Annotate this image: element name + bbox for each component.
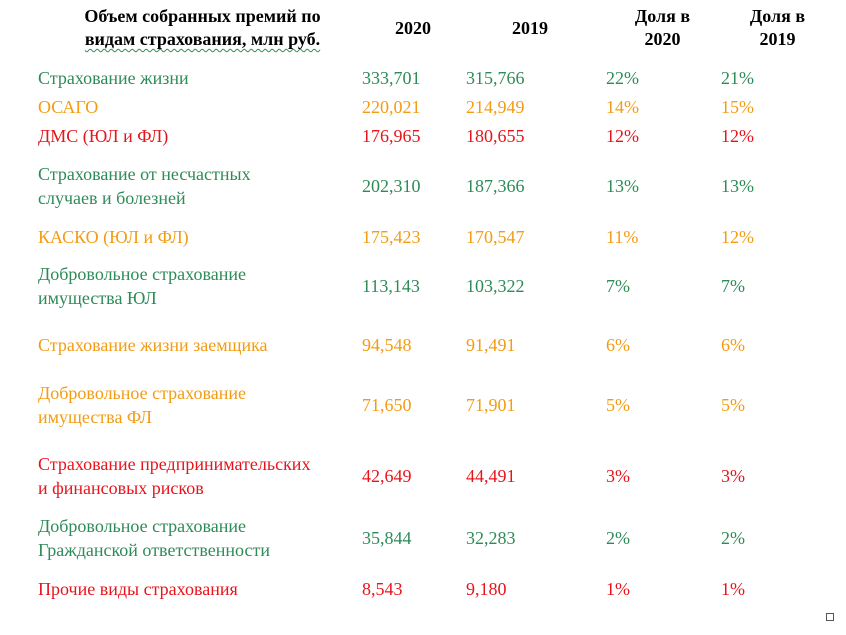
table-row: Страхование жизни заемщика 94,548 91,491 6%… xyxy=(0,333,846,357)
insurance-type-name: Прочие виды страхования xyxy=(38,577,363,601)
premium-2020-cell: 42,649 xyxy=(362,466,412,486)
premium-2019-cell: 180,655 xyxy=(466,126,525,146)
insurance-type-name: Добровольное страхование Гражданской отве… xyxy=(38,514,363,562)
premium-2020-cell: 202,310 xyxy=(362,176,421,196)
share-2019-cell: 12% xyxy=(721,227,754,247)
share-2020-cell: 12% xyxy=(606,126,639,146)
premium-2019-cell: 91,491 xyxy=(466,335,516,355)
share-2020-cell: 2% xyxy=(606,528,630,548)
table-row: Страхование жизни 333,701 315,766 22% 21% xyxy=(0,66,846,90)
table-row: Страхование предпринимательских и финансо… xyxy=(0,452,846,500)
table-row: Добровольное страхование имущества ФЛ 71,6… xyxy=(0,381,846,429)
premium-2020-cell: 71,650 xyxy=(362,395,412,415)
premium-2020-cell: 176,965 xyxy=(362,126,421,146)
share-2020-line2: 2020 xyxy=(644,29,681,49)
table-row: Прочие виды страхования 8,543 9,180 1% 1% xyxy=(0,577,846,601)
share-2020-line1: Доля в xyxy=(634,6,691,26)
premium-2019-cell: 32,283 xyxy=(466,528,516,548)
share-2019-cell: 7% xyxy=(721,276,745,296)
premium-2019-cell: 9,180 xyxy=(466,579,507,599)
share-2019-cell: 1% xyxy=(721,579,745,599)
insurance-type-line1: КАСКО (ЮЛ и ФЛ) xyxy=(38,227,189,247)
premium-2019-cell: 71,901 xyxy=(466,395,516,415)
share-2019-cell: 12% xyxy=(721,126,754,146)
insurance-type-line2: Гражданской ответственности xyxy=(38,540,270,560)
table-row: ОСАГО 220,021 214,949 14% 15% xyxy=(0,95,846,119)
column-header-share-2019: Доля в 2019 xyxy=(725,5,830,51)
table-row: ДМС (ЮЛ и ФЛ) 176,965 180,655 12% 12% xyxy=(0,124,846,148)
table-row: Добровольное страхование имущества ЮЛ 113,… xyxy=(0,262,846,310)
insurance-type-name: Добровольное страхование имущества ФЛ xyxy=(38,381,363,429)
share-2019-cell: 13% xyxy=(721,176,754,196)
table-row: Добровольное страхование Гражданской отве… xyxy=(0,514,846,562)
premium-2019-cell: 187,366 xyxy=(466,176,525,196)
insurance-type-name: Страхование предпринимательских и финансо… xyxy=(38,452,363,500)
share-2019-cell: 15% xyxy=(721,97,754,117)
insurance-type-name: ДМС (ЮЛ и ФЛ) xyxy=(38,124,363,148)
share-2020-cell: 3% xyxy=(606,466,630,486)
insurance-type-line1: ОСАГО xyxy=(38,97,99,117)
insurance-type-name: ОСАГО xyxy=(38,95,363,119)
share-2020-cell: 5% xyxy=(606,395,630,415)
share-2019-cell: 2% xyxy=(721,528,745,548)
premium-2020-cell: 175,423 xyxy=(362,227,421,247)
premium-2020-cell: 35,844 xyxy=(362,528,412,548)
insurance-type-name: КАСКО (ЮЛ и ФЛ) xyxy=(38,225,363,249)
share-2019-line1: Доля в xyxy=(749,6,806,26)
table-row: Страхование от несчастных случаев и болез… xyxy=(0,162,846,210)
share-2020-cell: 6% xyxy=(606,335,630,355)
insurance-type-line1: Добровольное страхование xyxy=(38,516,246,536)
column-header-2020: 2020 xyxy=(395,18,431,38)
premium-2019-cell: 103,322 xyxy=(466,276,525,296)
insurance-type-name: Добровольное страхование имущества ЮЛ xyxy=(38,262,363,310)
insurance-type-line2: и финансовых рисков xyxy=(38,478,204,498)
insurance-type-line2: имущества ЮЛ xyxy=(38,288,157,308)
column-header-share-2020: Доля в 2020 xyxy=(610,5,715,51)
insurance-type-line1: Страхование предпринимательских xyxy=(38,454,311,474)
premium-2019-cell: 44,491 xyxy=(466,466,516,486)
share-2020-cell: 22% xyxy=(606,68,639,88)
share-2019-cell: 3% xyxy=(721,466,745,486)
insurance-type-line1: Добровольное страхование xyxy=(38,383,246,403)
table-title-line2: видам страхования, млн руб. xyxy=(84,29,321,49)
insurance-type-name: Страхование от несчастных случаев и болез… xyxy=(38,162,363,210)
share-2019-cell: 21% xyxy=(721,68,754,88)
insurance-type-line1: Страхование от несчастных xyxy=(38,164,251,184)
insurance-type-line1: Страхование жизни xyxy=(38,68,189,88)
share-2020-cell: 13% xyxy=(606,176,639,196)
insurance-type-name: Страхование жизни заемщика xyxy=(38,333,363,357)
insurance-type-line1: Страхование жизни заемщика xyxy=(38,335,268,355)
insurance-type-line1: ДМС (ЮЛ и ФЛ) xyxy=(38,126,169,146)
share-2019-line2: 2019 xyxy=(759,29,796,49)
table-title-line1: Объем собранных премий по xyxy=(84,6,321,26)
table-row: КАСКО (ЮЛ и ФЛ) 175,423 170,547 11% 12% xyxy=(0,225,846,249)
share-2020-cell: 14% xyxy=(606,97,639,117)
premium-2020-cell: 113,143 xyxy=(362,276,420,296)
premium-2020-cell: 94,548 xyxy=(362,335,412,355)
slide-corner-marker xyxy=(826,613,834,621)
share-2020-cell: 11% xyxy=(606,227,639,247)
premium-2019-cell: 170,547 xyxy=(466,227,525,247)
insurance-type-line1: Прочие виды страхования xyxy=(38,579,238,599)
premium-2020-cell: 8,543 xyxy=(362,579,403,599)
insurance-type-line1: Добровольное страхование xyxy=(38,264,246,284)
insurance-type-line2: имущества ФЛ xyxy=(38,407,153,427)
insurance-type-line2: случаев и болезней xyxy=(38,188,186,208)
premium-2020-cell: 333,701 xyxy=(362,68,421,88)
premium-2020-cell: 220,021 xyxy=(362,97,421,117)
column-header-2019: 2019 xyxy=(512,18,548,38)
share-2019-cell: 5% xyxy=(721,395,745,415)
share-2020-cell: 7% xyxy=(606,276,630,296)
table-title: Объем собранных премий по видам страхова… xyxy=(40,5,365,51)
share-2020-cell: 1% xyxy=(606,579,630,599)
share-2019-cell: 6% xyxy=(721,335,745,355)
premium-2019-cell: 214,949 xyxy=(466,97,525,117)
insurance-type-name: Страхование жизни xyxy=(38,66,363,90)
premium-2019-cell: 315,766 xyxy=(466,68,525,88)
